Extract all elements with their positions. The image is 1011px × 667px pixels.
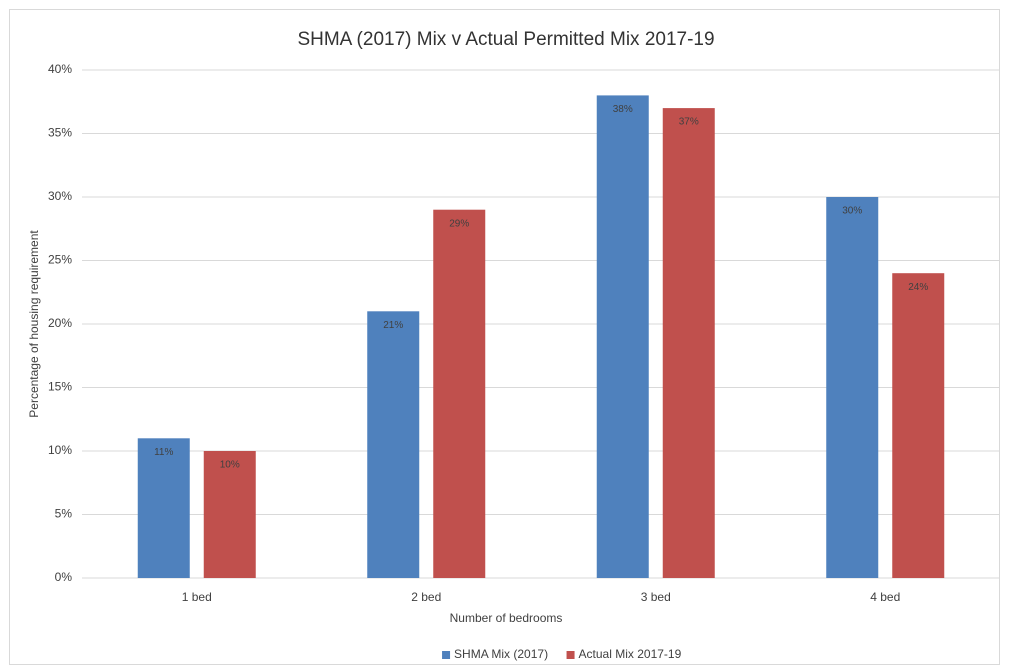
legend-swatch: [566, 651, 575, 659]
value-label: 24%: [908, 282, 928, 293]
y-tick-label: 5%: [55, 507, 73, 521]
y-axis-label: Percentage of housing requirement: [27, 230, 41, 418]
legend-swatch: [442, 651, 451, 659]
value-label: 29%: [449, 218, 469, 229]
value-label: 11%: [154, 447, 173, 458]
bar: [433, 209, 486, 578]
value-label: 38%: [613, 104, 633, 115]
y-tick-label: 35%: [48, 126, 72, 140]
bar: [137, 438, 190, 578]
chart-title: SHMA (2017) Mix v Actual Permitted Mix 2…: [297, 29, 714, 50]
bar: [892, 273, 945, 578]
y-tick-label: 30%: [48, 189, 72, 203]
value-label: 10%: [220, 460, 240, 471]
y-tick-label: 25%: [48, 253, 72, 267]
y-tick-label: 15%: [48, 380, 72, 394]
x-tick-label: 1 bed: [182, 590, 212, 604]
y-tick-label: 20%: [48, 316, 72, 330]
legend-label: SHMA Mix (2017): [454, 647, 548, 661]
x-tick-label: 4 bed: [870, 590, 900, 604]
y-tick-label: 0%: [55, 570, 73, 584]
bar: [596, 95, 649, 579]
value-label: 30%: [842, 206, 862, 217]
bar: [203, 451, 256, 578]
legend-label: Actual Mix 2017-19: [579, 647, 682, 661]
bar: [662, 108, 715, 578]
x-axis-label: Number of bedrooms: [450, 611, 563, 625]
y-tick-label: 10%: [48, 443, 72, 457]
x-tick-label: 2 bed: [411, 590, 441, 604]
value-label: 21%: [383, 320, 403, 331]
bar: [367, 311, 420, 578]
x-tick-label: 3 bed: [641, 590, 671, 604]
value-label: 37%: [679, 117, 699, 128]
y-tick-label: 40%: [48, 62, 72, 76]
bar: [826, 197, 879, 578]
